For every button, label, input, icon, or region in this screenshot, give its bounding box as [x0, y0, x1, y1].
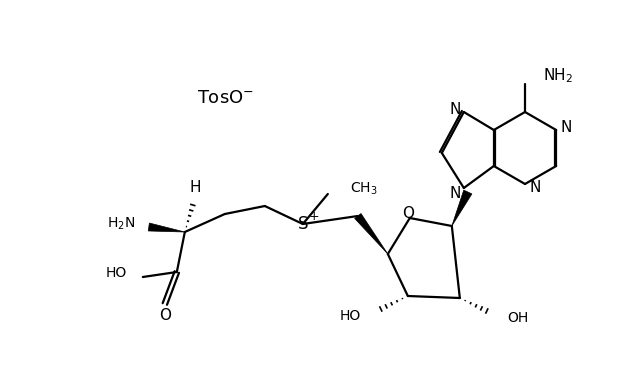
- Text: O: O: [159, 308, 171, 323]
- Text: HO: HO: [106, 266, 127, 280]
- Text: H$_2$N: H$_2$N: [107, 216, 135, 232]
- Text: +: +: [308, 209, 319, 223]
- Text: S: S: [298, 215, 308, 233]
- Text: N: N: [449, 186, 461, 200]
- Text: HO: HO: [340, 309, 361, 323]
- Text: CH$_3$: CH$_3$: [350, 181, 378, 197]
- Polygon shape: [452, 190, 472, 226]
- Text: N: N: [449, 101, 461, 117]
- Text: H: H: [189, 179, 200, 195]
- Polygon shape: [148, 223, 185, 232]
- Polygon shape: [355, 213, 388, 254]
- Text: N: N: [561, 121, 572, 135]
- Text: TosO$^{-}$: TosO$^{-}$: [196, 89, 253, 107]
- Text: OH: OH: [507, 311, 528, 325]
- Text: O: O: [402, 206, 414, 222]
- Text: NH$_2$: NH$_2$: [543, 67, 573, 85]
- Text: N: N: [529, 179, 541, 195]
